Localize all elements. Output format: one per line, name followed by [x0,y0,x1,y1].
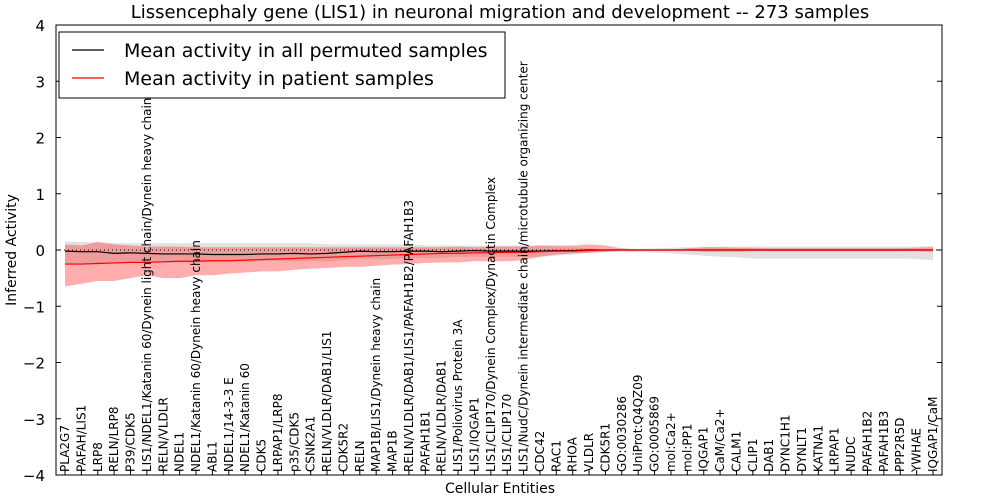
x-tick-label: RELN/VLDLR [156,397,170,472]
x-tick-label: IQGAP1/CaM [926,397,940,473]
y-tick-label: 2 [35,130,45,148]
legend-label-permuted: Mean activity in all permuted samples [124,40,487,62]
y-tick-label: −2 [23,355,45,373]
x-tick-label: NDEL1 [173,432,187,472]
x-tick-label: ABL1 [205,441,219,472]
x-tick-label: RELN/VLDLR/DAB1 [435,360,449,472]
x-tick-label: mol:PP1 [680,423,694,472]
x-tick-label: MAP1B/LIS1/Dynein heavy chain [369,278,383,472]
x-tick-label: PAFAH1B3 [877,411,891,472]
x-tick-label: LIS1/Poliovirus Protein 3A [451,319,465,472]
chart-title: Lissencephaly gene (LIS1) in neuronal mi… [131,2,870,23]
x-tick-label: LRPAP1 [828,427,842,472]
x-tick-label: PAFAH/LIS1 [74,405,88,472]
legend-box [58,31,506,99]
x-tick-label: p35/CDK5 [287,412,301,472]
x-tick-label: LIS1/IQGAP1 [467,397,481,472]
x-tick-label: NDEL1/Katanin 60 [238,363,252,472]
x-tick-label: CDK5R2 [336,423,350,472]
y-tick-label: −4 [23,467,45,485]
x-tick-label: DYNC1H1 [779,414,793,472]
x-tick-label: RELN/VLDLR/DAB1/LIS1 [320,331,334,472]
x-tick-label: RELN/VLDLR/DAB1/LIS1/PAFAH1B2/PAFAH1B3 [402,200,416,472]
x-tick-label: VLDLR [582,433,596,472]
x-tick-label: CDC42 [533,431,547,472]
x-tick-label: YWHAE [910,428,924,473]
x-tick-label: KATNA1 [811,425,825,472]
y-axis-label: Inferred Activity [4,194,20,306]
y-tick-label: 1 [35,186,45,204]
legend: Mean activity in all permuted samples Me… [58,31,506,99]
x-tick-label: MAP1B [386,430,400,472]
x-tick-label: DAB1 [762,439,776,472]
x-tick-label: NDEL1/Katanin 60/Dynein heavy chain [189,240,203,472]
x-tick-label: DYNLT1 [795,427,809,472]
line-patient-mean [65,249,933,265]
x-tick-label: RHOA [566,436,580,472]
y-tick-label: 4 [35,17,45,35]
x-tick-label: LRP8 [91,442,105,472]
x-tick-label: LIS1/NudC/Dynein intermediate chain/micr… [517,61,531,472]
series-lines [64,249,933,265]
x-tick-labels: PLA2G7 PAFAH/LIS1 LRP8 RELN/LRP8 P39/CDK5 LIS… [58,61,940,475]
x-tick-label: CDK5R1 [598,423,612,472]
x-tick-label: UniProt:Q4QZ09 [631,374,645,472]
y-tick-label: −1 [23,298,45,316]
y-tick-label: 3 [35,73,45,91]
legend-label-patient: Mean activity in patient samples [124,68,434,90]
x-tick-label: RELN [353,440,367,472]
x-axis-label: Cellular Entities [445,481,555,497]
y-tick-label: 0 [35,242,45,260]
x-tick-label: CaM/Ca2+ [713,408,727,472]
x-tick-label: RELN/LRP8 [107,406,121,472]
x-tick-label: PAFAH1B2 [860,411,874,472]
y-tick-label: −3 [23,411,45,429]
x-tick-label: PAFAH1B1 [418,411,432,472]
x-tick-label: mol:Ca2+ [664,412,678,472]
x-tick-label: GO:0005869 [648,396,662,472]
x-tick-label: RAC1 [549,440,563,472]
x-tick-label: LRPAP1/LRP8 [271,393,285,472]
x-tick-label: CLIP1 [746,439,760,472]
x-tick-label: CDK5 [255,439,269,472]
x-tick-label: NDEL1/14-3-3 E [222,377,236,472]
x-tick-label: LIS1/CLIP170 [500,394,514,472]
plot-frame [55,24,943,476]
x-tick-label: IQGAP1 [697,427,711,472]
x-tick-label: GO:0030286 [615,396,629,472]
x-tick-label: CSNK2A1 [304,416,318,472]
x-tick-label: NUDC [844,437,858,472]
x-tick-label: CALM1 [729,431,743,472]
y-axis: 4 3 2 1 0 −1 −2 −3 −4 [23,17,942,485]
x-tick-label: PLA2G7 [58,425,72,472]
x-tick-label: LIS1/CLIP170/Dynein Complex/Dynactin Com… [484,177,498,472]
x-tick-label: P39/CDK5 [124,412,138,472]
x-tick-label: LIS1/NDEL1/Katanin 60/Dynein light chain… [140,98,154,472]
x-tick-label: PPP2R5D [893,417,907,472]
